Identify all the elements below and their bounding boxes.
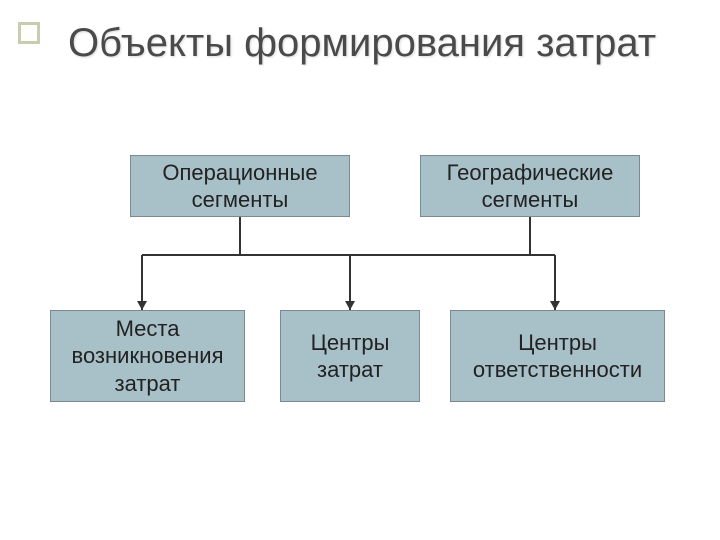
node-cost-origin-places: Места возникновения затрат (50, 310, 245, 402)
page-title: Объекты формирования затрат (68, 20, 656, 66)
node-label: Операционные сегменты (139, 159, 341, 214)
node-responsibility-centers: Центры ответственности (450, 310, 665, 402)
node-geographic-segments: Географические сегменты (420, 155, 640, 217)
node-operational-segments: Операционные сегменты (130, 155, 350, 217)
node-label: Центры затрат (289, 329, 411, 384)
node-cost-centers: Центры затрат (280, 310, 420, 402)
node-label: Центры ответственности (459, 329, 656, 384)
slide-decor-square (18, 22, 40, 44)
node-label: Географические сегменты (429, 159, 631, 214)
node-label: Места возникновения затрат (59, 315, 236, 398)
